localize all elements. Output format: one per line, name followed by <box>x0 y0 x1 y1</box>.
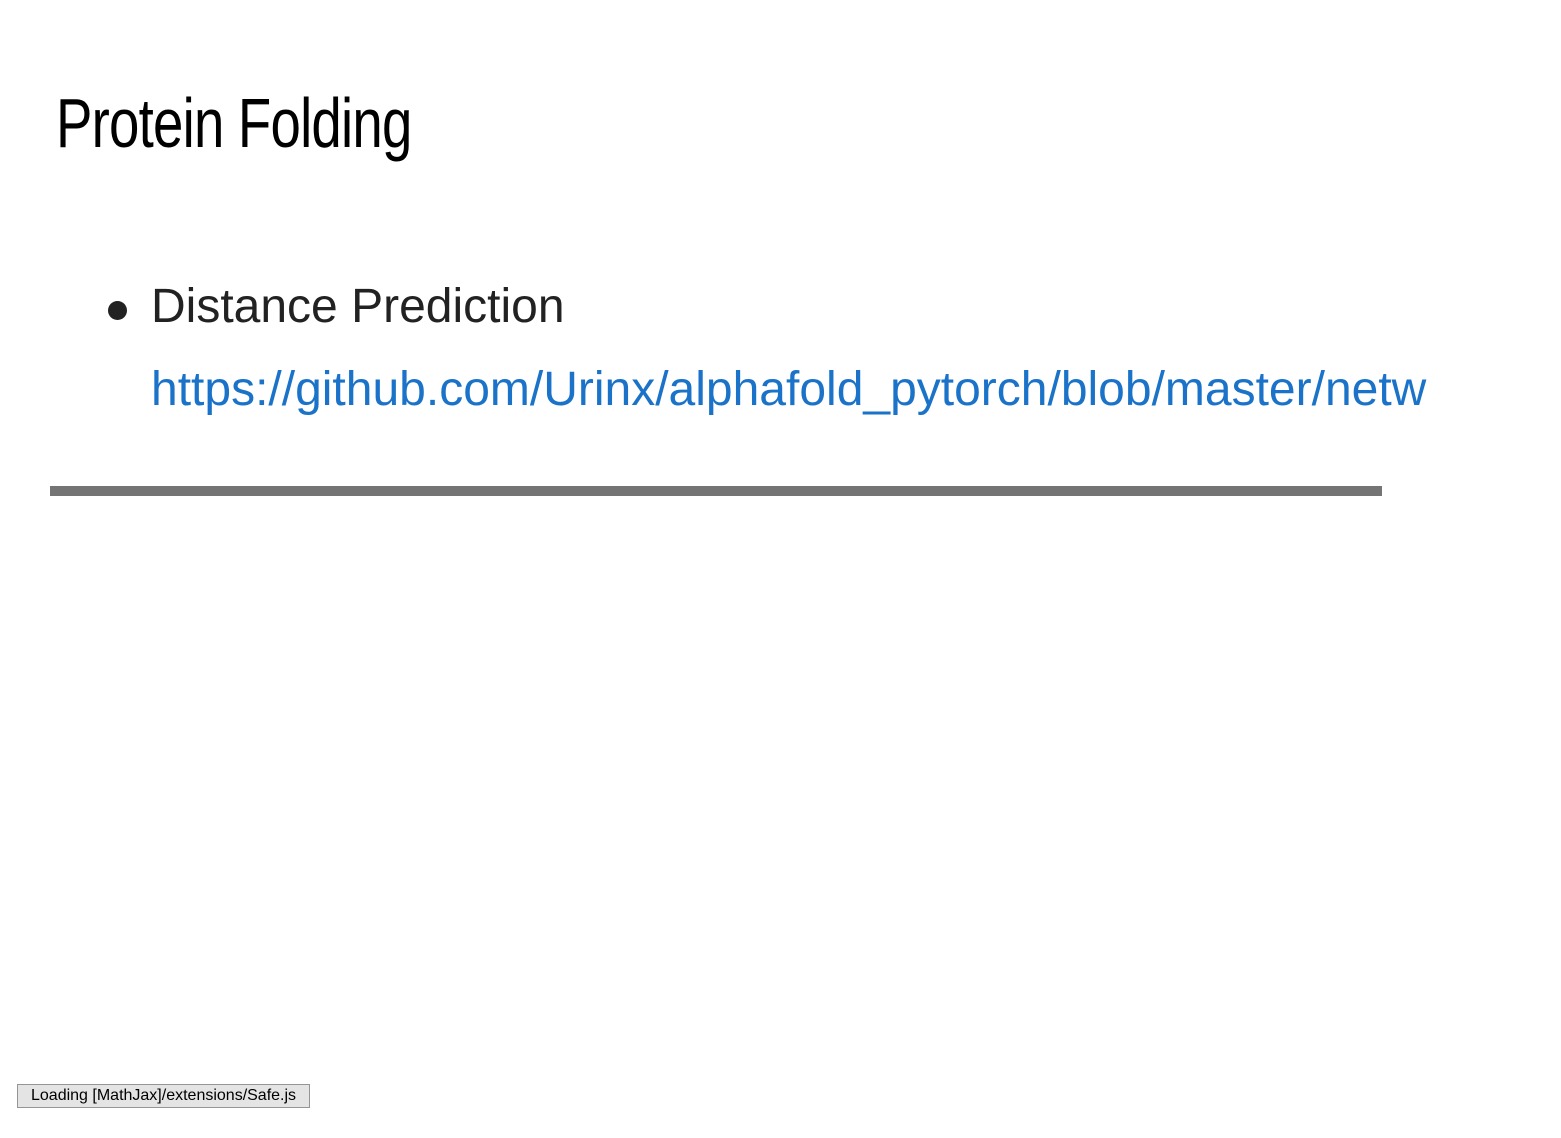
slide-title: Protein Folding <box>56 84 412 162</box>
github-link[interactable]: https://github.com/Urinx/alphafold_pytor… <box>151 363 1427 416</box>
progress-bar-fill <box>50 486 1382 496</box>
list-item: Distance Prediction https://github.com/U… <box>105 276 1523 421</box>
progress-bar <box>50 486 1382 496</box>
bullet-label: Distance Prediction <box>151 280 565 333</box>
mathjax-loading-status: Loading [MathJax]/extensions/Safe.js <box>17 1084 311 1108</box>
bullet-icon <box>108 301 127 320</box>
bullet-list: Distance Prediction https://github.com/U… <box>105 276 1523 421</box>
